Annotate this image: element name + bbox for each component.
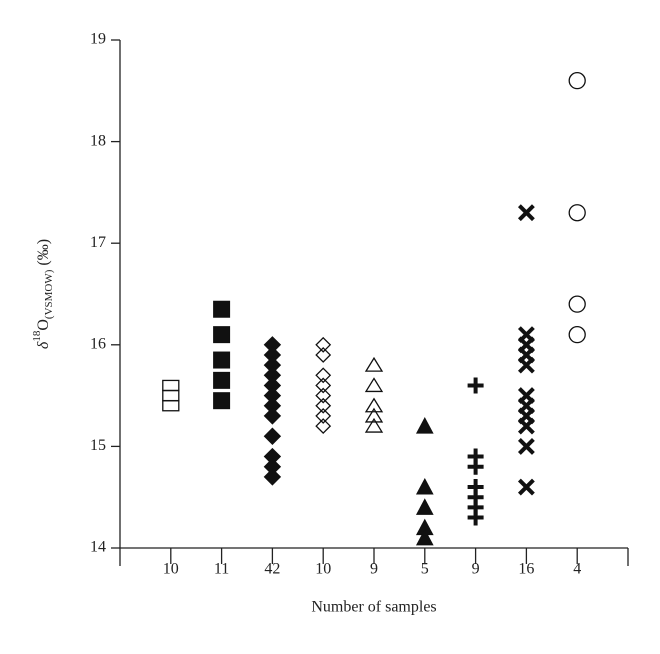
data-point: [568, 325, 586, 344]
data-point: [517, 478, 535, 496]
x-tick-label: 9: [370, 561, 378, 578]
y-tick-label: 18: [90, 132, 106, 149]
data-point: [315, 347, 332, 363]
x-tick-label: 9: [472, 561, 480, 578]
data-point: [213, 300, 231, 318]
x-tick-label: 10: [163, 561, 179, 578]
x-tick-label: 5: [421, 561, 429, 578]
data-point: [568, 295, 586, 313]
data-point: [568, 71, 586, 90]
x-tick-label: 42: [264, 561, 280, 578]
y-tick-label: 19: [90, 31, 106, 48]
data-point: [517, 356, 535, 374]
x-axis-title: Number of samples: [311, 599, 436, 616]
data-point: [315, 367, 332, 384]
y-title-sup: 18: [31, 330, 43, 342]
y-tick-label: 14: [90, 539, 106, 556]
data-point: [568, 204, 586, 222]
data-point: [415, 528, 434, 546]
data-point: [415, 417, 434, 434]
data-point: [315, 397, 332, 414]
data-point: [517, 437, 535, 455]
y-title-symbol: δ: [35, 341, 52, 349]
data-point: [213, 351, 231, 369]
data-point: [467, 377, 484, 394]
data-point: [517, 417, 535, 435]
data-point: [315, 377, 332, 394]
data-point: [364, 397, 384, 413]
data-point: [162, 379, 180, 392]
data-point: [364, 407, 384, 423]
y-title-sub: (VSMOW): [43, 269, 55, 319]
data-point: [467, 509, 484, 526]
data-point: [364, 417, 384, 433]
y-tick-label: 16: [90, 335, 106, 352]
y-tick-label: 17: [90, 234, 106, 251]
data-point: [315, 408, 332, 424]
data-point: [517, 204, 535, 222]
data-point: [213, 371, 231, 389]
data-point: [315, 387, 332, 404]
data-point: [415, 477, 434, 495]
data-point: [162, 400, 180, 412]
data-point: [467, 458, 484, 475]
data-point: [315, 336, 332, 353]
data-point: [162, 389, 180, 402]
data-point: [415, 498, 434, 515]
data-point: [213, 326, 231, 344]
x-tick-label: 10: [315, 561, 331, 578]
y-title-unit: (‰): [35, 239, 52, 270]
data-point: [263, 468, 282, 486]
y-tick-label: 15: [90, 437, 106, 454]
x-tick-label: 11: [214, 561, 229, 578]
data-point: [263, 427, 282, 445]
x-tick-label: 4: [573, 561, 581, 578]
data-point: [263, 407, 282, 425]
x-tick-label: 16: [518, 561, 534, 578]
data-point: [213, 392, 231, 410]
data-point: [364, 356, 384, 372]
data-point: [364, 377, 384, 393]
data-point: [315, 418, 332, 434]
y-axis-title: δ18O(VSMOW) (‰): [31, 239, 55, 349]
y-title-base: O: [35, 319, 52, 331]
